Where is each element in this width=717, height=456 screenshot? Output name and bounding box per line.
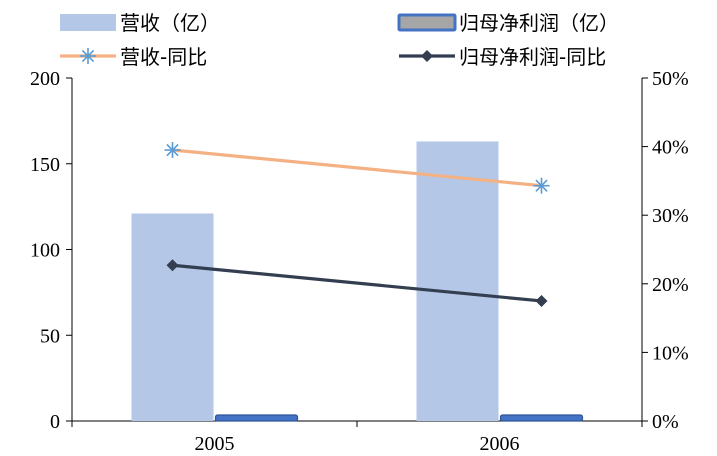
markers [164, 142, 550, 307]
y-left-tick-label: 50 [40, 325, 60, 347]
y-right-tick-label: 10% [652, 342, 689, 364]
legend-swatch [397, 13, 457, 32]
bar-revenue [416, 141, 499, 421]
y-right-tick-label: 0% [652, 411, 679, 433]
y-left-tick-label: 0 [50, 411, 60, 433]
legend-item-net-profit-yoy: 归母净利润-同比 [399, 45, 606, 69]
y-right-tick-label: 20% [652, 274, 689, 296]
y-left-tick-label: 100 [30, 240, 60, 262]
y-right-tick-label: 40% [652, 137, 689, 159]
point-revenue-yoy [164, 142, 181, 159]
y-right-tick-label: 50% [652, 68, 689, 90]
legend-marker [421, 50, 433, 62]
legend-item-net-profit: 归母净利润（亿） [397, 11, 619, 35]
legend-label: 营收-同比 [120, 45, 207, 69]
legend-marker [80, 48, 96, 64]
line-revenue-yoy [170, 148, 544, 188]
legend: 营收（亿） 归母净利润（亿） 营收-同比 归母净利润-同比 [60, 11, 619, 69]
lines [170, 148, 544, 303]
axes: 0 50 100 150 200 0% 10% 20% 30% 40% 50% 2005 2006 [30, 68, 689, 455]
bar-revenue [131, 213, 214, 421]
legend-swatch [60, 14, 116, 31]
legend-label: 营收（亿） [120, 11, 220, 35]
y-left-tick-label: 150 [30, 154, 60, 176]
x-tick-label: 2006 [480, 433, 520, 455]
y-right-tick-label: 30% [652, 205, 689, 227]
legend-item-revenue-yoy: 营收-同比 [60, 45, 207, 69]
y-left-tick-label: 200 [30, 68, 60, 90]
legend-item-revenue: 营收（亿） [60, 11, 220, 35]
line-net-profit-yoy [170, 263, 544, 303]
bars [131, 141, 584, 422]
point-net-profit-yoy [166, 259, 179, 272]
legend-label: 归母净利润（亿） [459, 11, 619, 35]
bar-net-profit [214, 414, 299, 422]
point-revenue-yoy [533, 177, 550, 194]
legend-label: 归母净利润-同比 [459, 45, 606, 69]
x-tick-label: 2005 [195, 433, 235, 455]
bar-net-profit [499, 414, 584, 422]
point-net-profit-yoy [535, 294, 548, 307]
